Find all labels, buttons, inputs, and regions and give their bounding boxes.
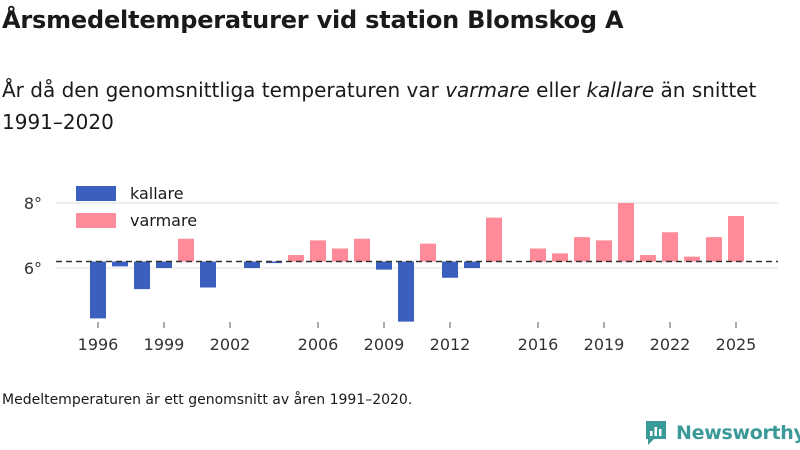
temperature-bar-chart: 6° 8° 1996 1999 2002 2006 2009 2012 2016 2019 2022…: [24, 184, 778, 354]
x-tick-label-2022: 2022: [650, 335, 691, 354]
bar-2013: [464, 261, 480, 268]
subtitle-warm: varmare: [445, 78, 530, 102]
bar-1997: [112, 261, 128, 267]
legend-label-cold: kallare: [130, 184, 184, 203]
bar-2004: [266, 261, 282, 264]
bar-2021: [640, 255, 656, 262]
bar-2007: [332, 248, 348, 262]
newsworthy-logo-icon: [646, 421, 666, 445]
bar-2010: [398, 261, 414, 322]
x-tick-label-2002: 2002: [210, 335, 251, 354]
bar-2018: [574, 237, 590, 262]
x-tick-label-2006: 2006: [298, 335, 339, 354]
chart-title: Årsmedeltemperaturer vid station Blomsko…: [2, 6, 624, 34]
bar-2006: [310, 240, 326, 262]
bar-2000: [178, 238, 194, 262]
bar-2020: [618, 203, 634, 262]
brand-logo: Newsworthy: [644, 420, 800, 446]
x-tick-label-1996: 1996: [78, 335, 119, 354]
subtitle-part2: eller: [529, 78, 587, 102]
subtitle-part3: än snittet 1991–2020: [2, 78, 757, 134]
bar-2024: [706, 237, 722, 262]
legend-swatch-warm: [76, 213, 116, 228]
x-tick-label-2025: 2025: [716, 335, 757, 354]
bar-2008: [354, 238, 370, 262]
bar-2022: [662, 232, 678, 262]
x-tick-label-2019: 2019: [584, 335, 625, 354]
bar-1999: [156, 261, 172, 268]
bar-2019: [596, 240, 612, 262]
bar-2017: [552, 253, 568, 262]
y-tick-label-6: 6°: [24, 259, 42, 278]
bar-2025: [728, 216, 744, 262]
bar-2005: [288, 255, 304, 262]
subtitle-part1: År då den genomsnittliga temperaturen va…: [2, 78, 446, 102]
bar-2001: [200, 261, 216, 288]
bar-2014: [486, 217, 502, 262]
chart-subtitle: År då den genomsnittliga temperaturen va…: [2, 74, 782, 138]
bar-2003: [244, 261, 260, 268]
subtitle-cold: kallare: [586, 78, 655, 102]
y-tick-label-8: 8°: [24, 194, 42, 213]
legend-swatch-cold: [76, 186, 116, 201]
bar-2023: [684, 256, 700, 262]
bar-2009: [376, 261, 392, 270]
x-tick-label-2016: 2016: [518, 335, 559, 354]
legend-label-warm: varmare: [130, 211, 197, 230]
bar-2011: [420, 243, 436, 262]
bar-1998: [134, 261, 150, 290]
brand-name: Newsworthy: [676, 422, 800, 444]
footnote: Medeltemperaturen är ett genomsnitt av å…: [2, 392, 413, 408]
x-tick-label-1999: 1999: [144, 335, 185, 354]
x-tick-label-2012: 2012: [430, 335, 471, 354]
bar-2016: [530, 248, 546, 262]
x-tick-label-2009: 2009: [364, 335, 405, 354]
bar-1996: [90, 261, 106, 319]
bar-2012: [442, 261, 458, 278]
